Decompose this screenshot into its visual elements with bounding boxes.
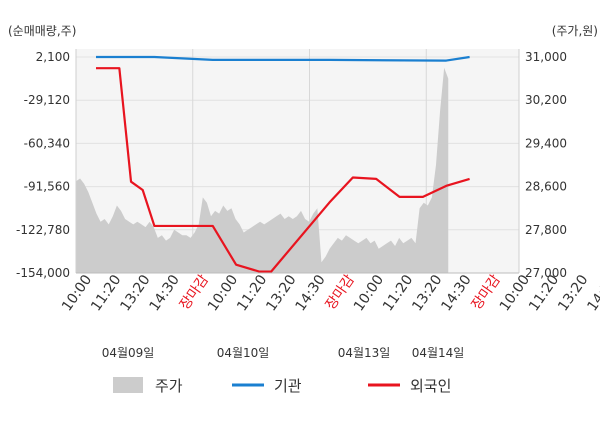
right-tick-label: 29,400	[525, 136, 567, 150]
date-label: 04월10일	[217, 346, 270, 360]
x-tick-label: 11:20	[88, 272, 124, 314]
x-tick-label: 14:30	[438, 272, 474, 314]
right-tick-label: 28,600	[525, 180, 567, 194]
price-area-layer	[76, 67, 449, 273]
right-tick-label: 30,200	[525, 93, 567, 107]
legend-swatch-price	[113, 377, 143, 393]
right-tick-label: 27,000	[525, 266, 567, 280]
series-line-institution	[96, 55, 470, 62]
left-tick-label: 2,100	[36, 50, 70, 64]
left-tick-label: -29,120	[24, 93, 70, 107]
date-label: 04월09일	[102, 346, 155, 360]
date-label: 04월14일	[412, 346, 465, 360]
right-axis-unit-label: (주가,원)	[552, 24, 598, 38]
x-tick-label: 10:00	[205, 272, 241, 314]
left-tick-label: -91,560	[24, 180, 70, 194]
legend: 주가 기관 외국인	[113, 377, 451, 395]
x-tick-label: 13:20	[117, 272, 153, 314]
left-tick-label: -60,340	[24, 136, 70, 150]
legend-label: 주가	[155, 377, 183, 395]
x-tick-label: 13:20	[409, 272, 445, 314]
series-line-layer	[96, 55, 470, 273]
left-axis-unit-label: (순매매량,주)	[8, 24, 76, 38]
legend-label: 기관	[274, 377, 302, 395]
x-tick-label: 11:20	[234, 272, 270, 314]
x-tick-label: 10:00	[351, 272, 387, 314]
series-line-foreign	[96, 67, 470, 273]
legend-label: 외국인	[410, 377, 451, 395]
date-label: 04월13일	[338, 346, 391, 360]
x-tick-label: 11:20	[380, 272, 416, 314]
left-tick-label: -154,000	[16, 266, 70, 280]
price-area	[76, 67, 449, 273]
right-tick-label: 31,000	[525, 50, 567, 64]
x-tick-label: 14:30	[293, 272, 329, 314]
x-tick-label: 14:30	[147, 272, 183, 314]
x-tick-label: 13:20	[263, 272, 299, 314]
x-tick-label: 10:00	[497, 272, 533, 314]
right-tick-label: 27,800	[525, 223, 567, 237]
left-tick-label: -122,780	[16, 223, 70, 237]
